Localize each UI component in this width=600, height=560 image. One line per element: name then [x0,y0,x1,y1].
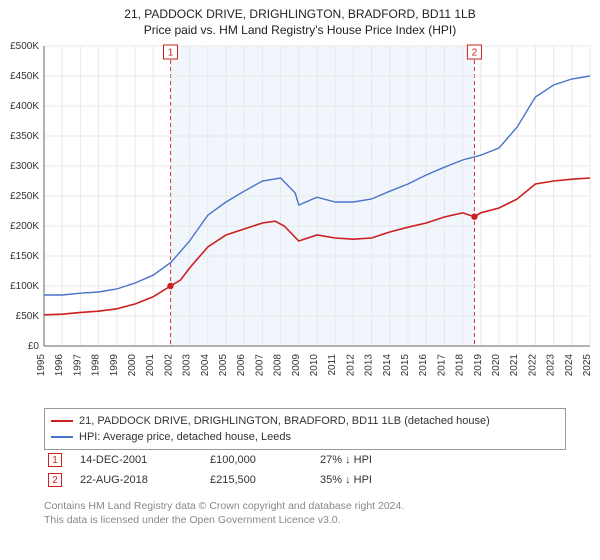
title-line1: 21, PADDOCK DRIVE, DRIGHLINGTON, BRADFOR… [0,6,600,22]
svg-text:£200K: £200K [10,221,39,232]
legend-swatch-property [51,420,73,422]
svg-text:2003: 2003 [182,354,193,377]
svg-text:1998: 1998 [91,354,102,377]
svg-text:£300K: £300K [10,161,39,172]
legend-row-property: 21, PADDOCK DRIVE, DRIGHLINGTON, BRADFOR… [51,413,559,429]
svg-text:£350K: £350K [10,131,39,142]
transaction-delta: 35% ↓ HPI [316,470,566,490]
title-block: 21, PADDOCK DRIVE, DRIGHLINGTON, BRADFOR… [0,0,600,38]
legend-row-hpi: HPI: Average price, detached house, Leed… [51,429,559,445]
transaction-price: £100,000 [206,450,316,470]
svg-text:2008: 2008 [273,354,284,377]
svg-text:2015: 2015 [400,354,411,377]
svg-text:1997: 1997 [72,354,83,377]
svg-text:2017: 2017 [436,354,447,377]
legend-swatch-hpi [51,436,73,438]
legend-label-hpi: HPI: Average price, detached house, Leed… [79,431,291,443]
transaction-row: 2 22-AUG-2018 £215,500 35% ↓ HPI [44,470,566,490]
chart-container: 21, PADDOCK DRIVE, DRIGHLINGTON, BRADFOR… [0,0,600,560]
svg-text:2018: 2018 [455,354,466,377]
svg-text:£400K: £400K [10,101,39,112]
title-line2: Price paid vs. HM Land Registry's House … [0,22,600,38]
svg-text:2014: 2014 [382,354,393,377]
svg-text:2019: 2019 [473,354,484,377]
attribution-line1: Contains HM Land Registry data © Crown c… [44,500,566,514]
attribution-line2: This data is licensed under the Open Gov… [44,514,566,528]
attribution: Contains HM Land Registry data © Crown c… [44,500,566,527]
transaction-row: 1 14-DEC-2001 £100,000 27% ↓ HPI [44,450,566,470]
svg-text:2025: 2025 [582,354,593,377]
svg-text:2012: 2012 [345,354,356,377]
svg-text:2000: 2000 [127,354,138,377]
svg-text:2005: 2005 [218,354,229,377]
transaction-price: £215,500 [206,470,316,490]
transaction-badge-2: 2 [48,473,62,487]
chart-svg: £0 £50K £100K £150K £200K £250K £300K £350K £400… [0,42,600,402]
svg-text:£500K: £500K [10,42,39,52]
svg-text:2006: 2006 [236,354,247,377]
svg-text:2001: 2001 [145,354,156,377]
transactions-table: 1 14-DEC-2001 £100,000 27% ↓ HPI 2 22-AU… [44,450,566,490]
svg-text:£250K: £250K [10,191,39,202]
svg-text:£100K: £100K [10,281,39,292]
svg-text:£150K: £150K [10,251,39,262]
svg-text:1996: 1996 [54,354,65,377]
transaction-date: 14-DEC-2001 [76,450,206,470]
legend: 21, PADDOCK DRIVE, DRIGHLINGTON, BRADFOR… [44,408,566,450]
transaction-date: 22-AUG-2018 [76,470,206,490]
svg-text:£50K: £50K [16,311,40,322]
svg-text:2007: 2007 [254,354,265,377]
svg-text:2023: 2023 [546,354,557,377]
svg-text:2016: 2016 [418,354,429,377]
svg-text:2002: 2002 [163,354,174,377]
svg-text:£450K: £450K [10,71,39,82]
transaction-badge-1: 1 [48,453,62,467]
svg-text:£0: £0 [28,341,40,352]
svg-text:2010: 2010 [309,354,320,377]
legend-label-property: 21, PADDOCK DRIVE, DRIGHLINGTON, BRADFOR… [79,415,490,427]
svg-text:2011: 2011 [327,354,338,376]
svg-text:2024: 2024 [564,354,575,377]
svg-text:2004: 2004 [200,354,211,377]
svg-text:2022: 2022 [527,354,538,377]
svg-text:2013: 2013 [364,354,375,377]
svg-text:2021: 2021 [509,354,520,377]
chart: £0 £50K £100K £150K £200K £250K £300K £350K £400… [0,42,600,402]
transaction-delta: 27% ↓ HPI [316,450,566,470]
svg-text:2020: 2020 [491,354,502,377]
svg-text:2009: 2009 [291,354,302,377]
svg-text:2: 2 [472,48,478,59]
svg-text:1999: 1999 [109,354,120,377]
svg-text:1995: 1995 [36,354,47,377]
svg-text:1: 1 [168,48,174,59]
